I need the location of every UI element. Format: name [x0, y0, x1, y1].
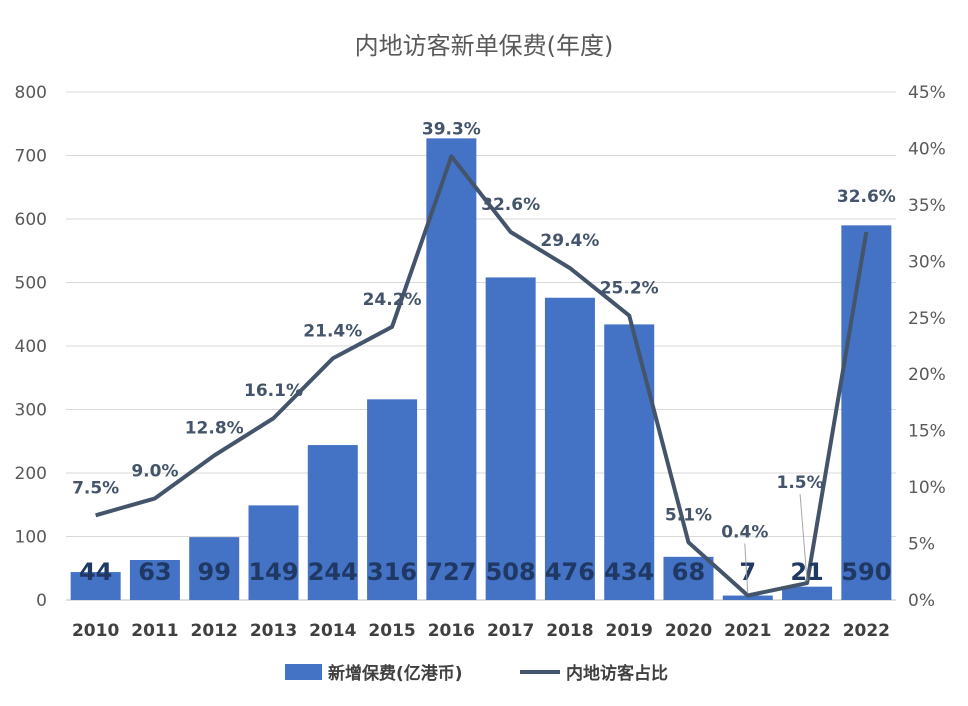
x-tick-label: 2013 [250, 621, 297, 641]
right-tick-label: 25% [908, 309, 946, 329]
line-value-label: 1.5% [776, 473, 823, 493]
left-tick-label: 0 [36, 591, 47, 611]
bar-value-label: 590 [841, 558, 891, 586]
left-tick-label: 100 [15, 528, 47, 548]
x-axis-ticks: 2010 2011 2012 2013 2014 2015 2016 2017 2018 2019… [72, 621, 890, 641]
line-value-label: 12.8% [185, 419, 244, 439]
bars [70, 138, 892, 601]
legend: 新增保费(亿港币) 内地访客占比 [285, 663, 668, 684]
left-tick-label: 300 [15, 401, 47, 421]
left-axis-ticks: 0 100 200 300 400 500 600 700 800 [15, 83, 47, 611]
x-tick-label: 2021 [724, 621, 771, 641]
left-tick-label: 500 [15, 274, 47, 294]
leader-line [744, 543, 749, 594]
legend-line-label: 内地访客占比 [566, 663, 668, 684]
bar [129, 559, 180, 600]
bar [663, 556, 714, 600]
bar [841, 225, 892, 600]
line-series [95, 154, 869, 598]
x-tick-label: 2011 [131, 621, 178, 641]
bar-value-label: 434 [604, 558, 654, 586]
bar-value-label: 44 [79, 558, 112, 586]
bar [189, 537, 240, 600]
line-value-label: 39.3% [422, 119, 481, 139]
line-value-label: 32.6% [837, 187, 896, 207]
bar [367, 399, 418, 600]
bar-value-label: 244 [308, 558, 358, 586]
bar-value-label: 316 [367, 558, 417, 586]
x-tick-label: 2016 [428, 621, 475, 641]
line-value-label: 21.4% [303, 321, 362, 341]
bar-value-label: 476 [545, 558, 595, 586]
bar-value-label: 508 [486, 558, 536, 586]
right-tick-label: 20% [908, 365, 946, 385]
bar [604, 324, 655, 600]
x-tick-label: 2015 [368, 621, 415, 641]
line-value-label: 25.2% [600, 279, 659, 299]
leader-line [799, 494, 808, 582]
left-tick-label: 800 [15, 83, 47, 103]
x-tick-label: 2020 [665, 621, 712, 641]
line-labels: 7.5%9.0%12.8%16.1%21.4%24.2%39.3%32.6%29… [72, 119, 896, 594]
legend-bar-swatch [285, 664, 322, 680]
bar-value-label: 68 [672, 558, 705, 586]
line-value-label: 7.5% [72, 478, 119, 498]
x-tick-label: 2022 [843, 621, 890, 641]
bar [485, 277, 536, 600]
right-axis-ticks: 0% 5% 10% 15% 20% 25% 30% 35% 40% 45% [908, 83, 946, 611]
line-value-label: 0.4% [721, 522, 768, 542]
bar [722, 595, 773, 600]
line-value-label: 9.0% [131, 461, 178, 481]
right-tick-label: 5% [908, 535, 935, 555]
bar-labels: 44 63 99 149 244 316 727 508 476 434 68 7 21 590 [79, 558, 891, 586]
right-tick-label: 35% [908, 196, 946, 216]
bar-value-label: 63 [138, 558, 171, 586]
bar [782, 586, 833, 600]
line-value-label: 5.1% [665, 505, 712, 525]
legend-bar-label: 新增保费(亿港币) [328, 663, 463, 684]
line-value-label: 29.4% [540, 231, 599, 251]
bar [248, 505, 299, 600]
right-tick-label: 15% [908, 422, 946, 442]
x-tick-label: 2022 [783, 621, 830, 641]
left-tick-label: 700 [15, 147, 47, 167]
right-tick-label: 10% [908, 478, 946, 498]
left-tick-label: 200 [15, 464, 47, 484]
x-tick-label: 2019 [606, 621, 653, 641]
right-tick-label: 45% [908, 83, 946, 103]
bar [544, 297, 595, 600]
bar [307, 445, 358, 600]
x-tick-label: 2017 [487, 621, 534, 641]
bar-value-label: 21 [790, 558, 823, 586]
x-tick-label: 2014 [309, 621, 356, 641]
line-path [95, 154, 869, 598]
bar-value-label: 99 [198, 558, 231, 586]
x-tick-label: 2012 [191, 621, 238, 641]
left-tick-label: 400 [15, 337, 47, 357]
line-value-label: 32.6% [481, 195, 540, 215]
line-value-label: 24.2% [363, 290, 422, 310]
x-tick-label: 2018 [546, 621, 593, 641]
bar [70, 572, 121, 600]
chart-title: 内地访客新单保费(年度) [355, 32, 614, 60]
x-tick-label: 2010 [72, 621, 119, 641]
line-value-label: 16.1% [244, 381, 303, 401]
bar [426, 138, 477, 601]
bar-value-label: 7 [739, 558, 756, 586]
bar-value-label: 727 [426, 558, 476, 586]
bar-value-label: 149 [248, 558, 298, 586]
right-tick-label: 0% [908, 591, 935, 611]
right-tick-label: 40% [908, 139, 946, 159]
right-tick-label: 30% [908, 252, 946, 272]
gridlines [66, 91, 896, 601]
left-tick-label: 600 [15, 210, 47, 230]
